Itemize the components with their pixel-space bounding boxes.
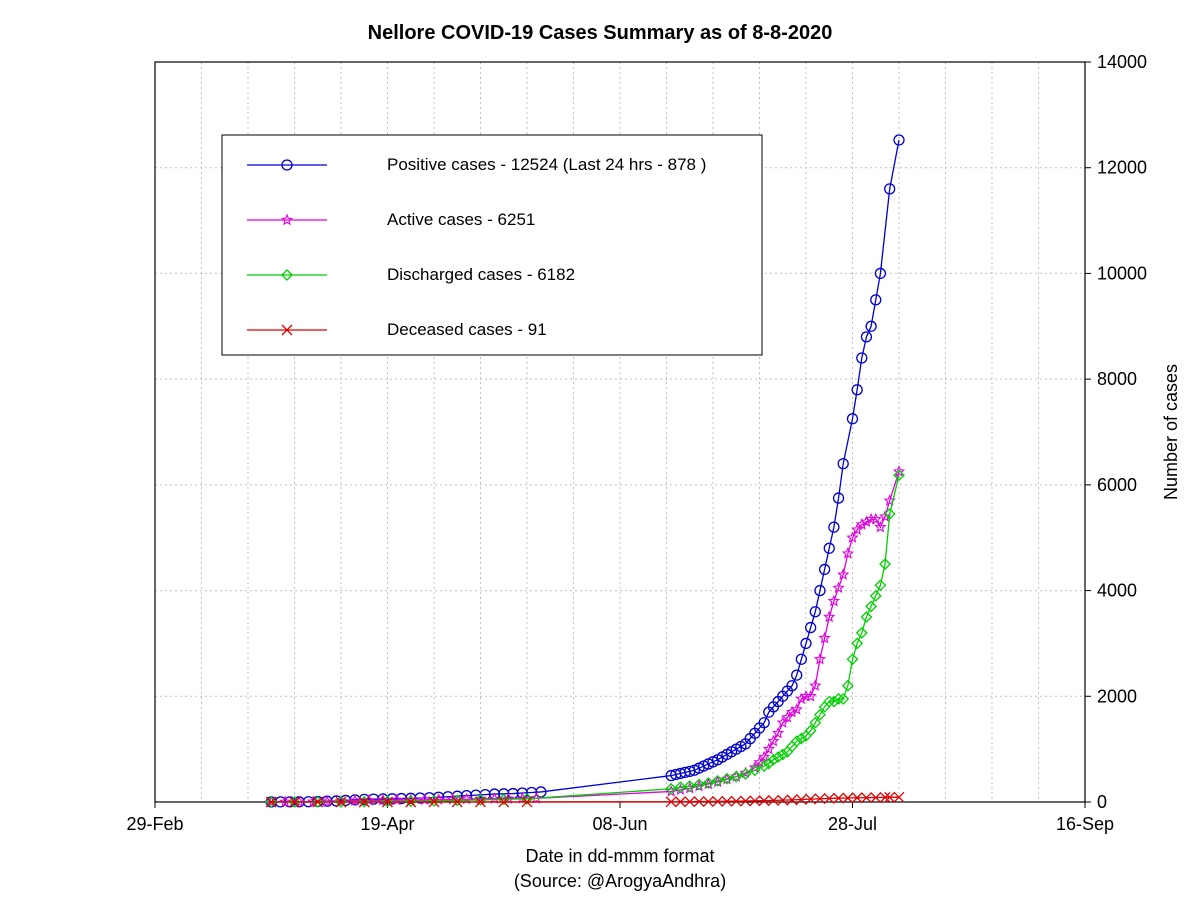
svg-text:10000: 10000	[1097, 263, 1147, 283]
svg-text:19-Apr: 19-Apr	[360, 814, 414, 834]
chart-title: Nellore COVID-19 Cases Summary as of 8-8…	[0, 22, 1200, 45]
svg-text:12000: 12000	[1097, 158, 1147, 178]
svg-text:Deceased cases - 91: Deceased cases - 91	[387, 320, 547, 339]
svg-text:4000: 4000	[1097, 581, 1137, 601]
chart-svg: 29-Feb 19-Apr 08-Jun 28-Jul 16-Sep0 2000 4000 6…	[0, 0, 1200, 900]
svg-text:16-Sep: 16-Sep	[1056, 814, 1114, 834]
svg-text:Active cases - 6251: Active cases - 6251	[387, 210, 535, 229]
svg-text:14000: 14000	[1097, 52, 1147, 72]
svg-text:28-Jul: 28-Jul	[828, 814, 877, 834]
svg-text:29-Feb: 29-Feb	[126, 814, 183, 834]
svg-text:2000: 2000	[1097, 686, 1137, 706]
svg-text:Discharged cases - 6182: Discharged cases - 6182	[387, 265, 575, 284]
svg-text:6000: 6000	[1097, 475, 1137, 495]
svg-text:0: 0	[1097, 792, 1107, 812]
svg-text:Positive cases - 12524 (Last 2: Positive cases - 12524 (Last 24 hrs - 87…	[387, 155, 706, 174]
svg-text:(Source: @ArogyaAndhra): (Source: @ArogyaAndhra)	[514, 871, 726, 891]
svg-text:Number of cases: Number of cases	[1161, 364, 1181, 500]
svg-text:8000: 8000	[1097, 369, 1137, 389]
chart-container: 29-Feb 19-Apr 08-Jun 28-Jul 16-Sep0 2000 4000 6…	[0, 0, 1200, 900]
svg-text:Date in dd-mmm format: Date in dd-mmm format	[525, 846, 714, 866]
svg-text:08-Jun: 08-Jun	[592, 814, 647, 834]
